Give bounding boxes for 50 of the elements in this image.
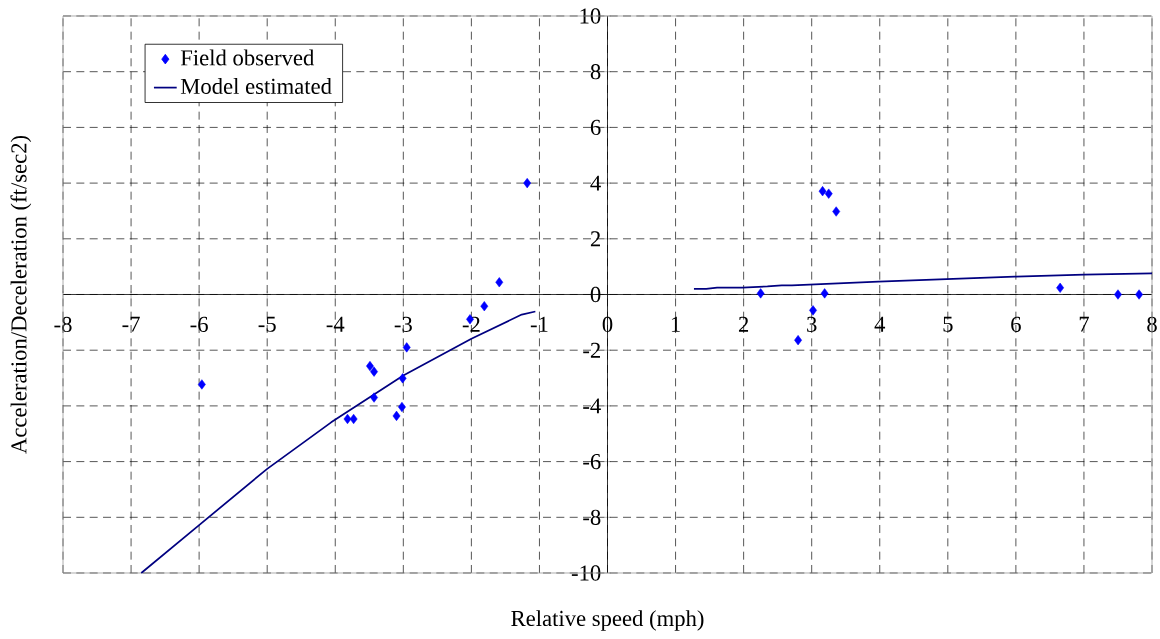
x-tick-label: 6 bbox=[1011, 316, 1021, 332]
x-tick-label: 1 bbox=[671, 316, 680, 332]
y-tick-label: 4 bbox=[590, 175, 601, 191]
y-tick-label: 8 bbox=[590, 64, 601, 80]
y-tick-label: -4 bbox=[583, 398, 601, 414]
legend-label: Field observed bbox=[180, 49, 315, 66]
y-tick-label: 6 bbox=[590, 119, 601, 136]
point bbox=[370, 366, 378, 377]
y-axis-title: Acceleration/Deceleration (ft/sec2) bbox=[10, 135, 32, 454]
x-tick-label: -8 bbox=[54, 316, 72, 333]
point bbox=[756, 288, 765, 299]
x-tick-label: 2 bbox=[738, 316, 749, 332]
point bbox=[794, 335, 802, 346]
x-tick-label: 8 bbox=[1147, 316, 1157, 333]
point bbox=[495, 277, 504, 288]
y-tick-label: -10 bbox=[571, 565, 601, 581]
legend-label: Model estimated bbox=[180, 78, 332, 94]
point bbox=[818, 186, 827, 197]
y-tick-label: 2 bbox=[590, 231, 600, 247]
x-tick-label: -1 bbox=[530, 316, 548, 332]
point bbox=[824, 188, 833, 199]
point bbox=[1056, 282, 1064, 293]
point bbox=[398, 373, 407, 384]
point bbox=[349, 413, 358, 425]
x-tick-label: 3 bbox=[807, 316, 817, 332]
x-axis-title: Relative speed (mph) bbox=[511, 610, 704, 631]
point bbox=[1135, 289, 1143, 300]
point bbox=[832, 206, 841, 217]
point bbox=[1114, 289, 1122, 300]
point bbox=[480, 301, 489, 312]
point bbox=[820, 288, 829, 299]
x-tick-label: -4 bbox=[326, 316, 345, 332]
y-tick-label: -8 bbox=[583, 509, 601, 525]
point bbox=[343, 413, 352, 425]
x-tick-label: 7 bbox=[1079, 316, 1089, 332]
point bbox=[402, 342, 411, 353]
point bbox=[370, 392, 378, 403]
x-tick-label: -7 bbox=[122, 316, 140, 332]
x-tick-label: -5 bbox=[258, 316, 276, 332]
y-tick-label: 10 bbox=[580, 8, 601, 24]
x-tick-label: 4 bbox=[874, 316, 886, 332]
point bbox=[366, 361, 374, 372]
point bbox=[197, 379, 206, 390]
point bbox=[392, 410, 401, 421]
point bbox=[809, 305, 817, 316]
x-tick-label: -6 bbox=[190, 316, 208, 332]
y-tick-label: -2 bbox=[583, 342, 600, 358]
x-tick-label: -3 bbox=[394, 316, 412, 332]
point bbox=[523, 178, 532, 189]
x-tick-label: 5 bbox=[943, 316, 953, 332]
